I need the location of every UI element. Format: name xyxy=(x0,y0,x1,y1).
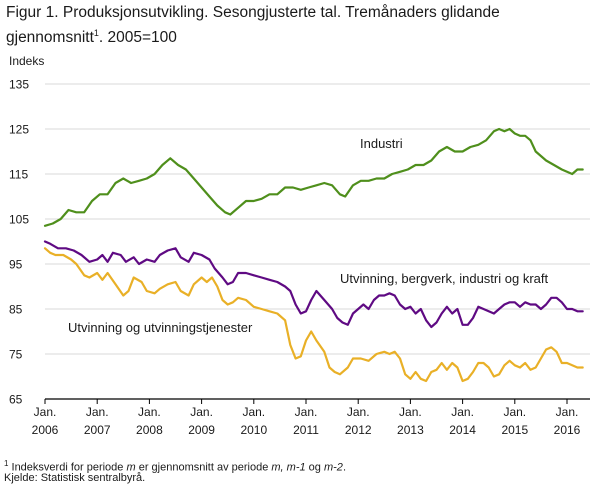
series-labels: Industri Utvinning, bergverk, industri og… xyxy=(68,136,548,335)
footnote-text-a: Indeksverdi for periode xyxy=(8,461,127,474)
y-tick-label: 135 xyxy=(9,78,29,92)
grid-lines xyxy=(45,83,590,355)
x-tick-month-label: Jan. xyxy=(34,405,57,419)
x-tick-year-label: 2011 xyxy=(293,423,319,437)
utvinning-bergverk-industri-kraft-line xyxy=(43,240,584,329)
x-tick-month-label: Jan. xyxy=(556,405,579,419)
x-tick-month-label: Jan. xyxy=(242,405,265,419)
chart-title-line2-rest: . 2005=100 xyxy=(98,29,177,47)
footnote-text-c: og xyxy=(305,461,324,474)
y-axis: Indeks 65 75 85 95 105 115 125 135 xyxy=(9,54,44,407)
x-tick-year-label: 2016 xyxy=(554,423,581,437)
chart-title-footnote-mark: 1 xyxy=(93,28,99,38)
x-tick-year-label: 2014 xyxy=(449,423,476,437)
y-axis-label: Indeks xyxy=(9,54,44,68)
footnote-mark: 1 xyxy=(4,459,9,468)
x-axis: Jan. 2006 Jan. 2007 Jan. 2008 Jan. 2009 Jan. 2010… xyxy=(32,398,590,437)
x-tick-year-label: 2007 xyxy=(84,423,111,437)
chart-title-line1: Figur 1. Produksjonsutvikling. Sesongjus… xyxy=(6,4,500,21)
source-note: Kjelde: Statistisk sentralbyrå. xyxy=(4,472,146,484)
footnote-text-m2: m-2 xyxy=(323,461,343,474)
x-tick-month-label: Jan. xyxy=(86,405,109,419)
y-tick-label: 85 xyxy=(9,303,23,317)
chart-title-line2-text: gjennomsnitt xyxy=(6,29,94,47)
x-tick-month-label: Jan. xyxy=(347,405,370,419)
x-tick-year-label: 2009 xyxy=(188,423,215,437)
x-tick-year-label: 2012 xyxy=(345,423,372,437)
x-tick-year-label: 2006 xyxy=(32,423,59,437)
y-tick-label: 75 xyxy=(9,348,23,362)
chart-title-line2: gjennomsnitt1. 2005=100 xyxy=(6,23,606,48)
x-tick-month-label: Jan. xyxy=(190,405,213,419)
footnote-text-d: . xyxy=(342,461,346,474)
series-lines xyxy=(43,127,584,383)
y-tick-label: 95 xyxy=(9,258,23,272)
x-tick-month-label: Jan. xyxy=(399,405,422,419)
y-tick-label: 115 xyxy=(9,168,28,182)
x-tick-year-label: 2008 xyxy=(136,423,163,437)
footnote-text-m: m xyxy=(126,461,136,474)
y-tick-label: 65 xyxy=(9,393,23,407)
utvinning-tjenester-label: Utvinning og utvinningstjenester xyxy=(68,320,253,335)
x-tick-year-label: 2013 xyxy=(397,423,424,437)
x-tick-month-label: Jan. xyxy=(451,405,474,419)
footnote-text-periods: m, m-1 xyxy=(271,461,306,474)
chart-title: Figur 1. Produksjonsutvikling. Sesongjus… xyxy=(6,3,606,48)
x-tick-year-label: 2015 xyxy=(501,423,528,437)
footnote-text-b: er gjennomsnitt av periode xyxy=(135,461,272,474)
utvinning-bergverk-label: Utvinning, bergverk, industri og kraft xyxy=(340,271,548,286)
x-tick-year-label: 2010 xyxy=(240,423,267,437)
x-tick-month-label: Jan. xyxy=(503,405,526,419)
y-tick-label: 125 xyxy=(9,123,29,137)
footnote: 1 Indeksverdi for periode m er gjennomsn… xyxy=(4,457,346,475)
y-tick-label: 105 xyxy=(9,213,29,227)
x-tick-month-label: Jan. xyxy=(295,405,318,419)
x-tick-month-label: Jan. xyxy=(138,405,161,419)
utvinning-utvinningstjenester-line xyxy=(43,247,584,383)
industri-label: Industri xyxy=(360,136,403,151)
industri-line xyxy=(43,127,584,227)
